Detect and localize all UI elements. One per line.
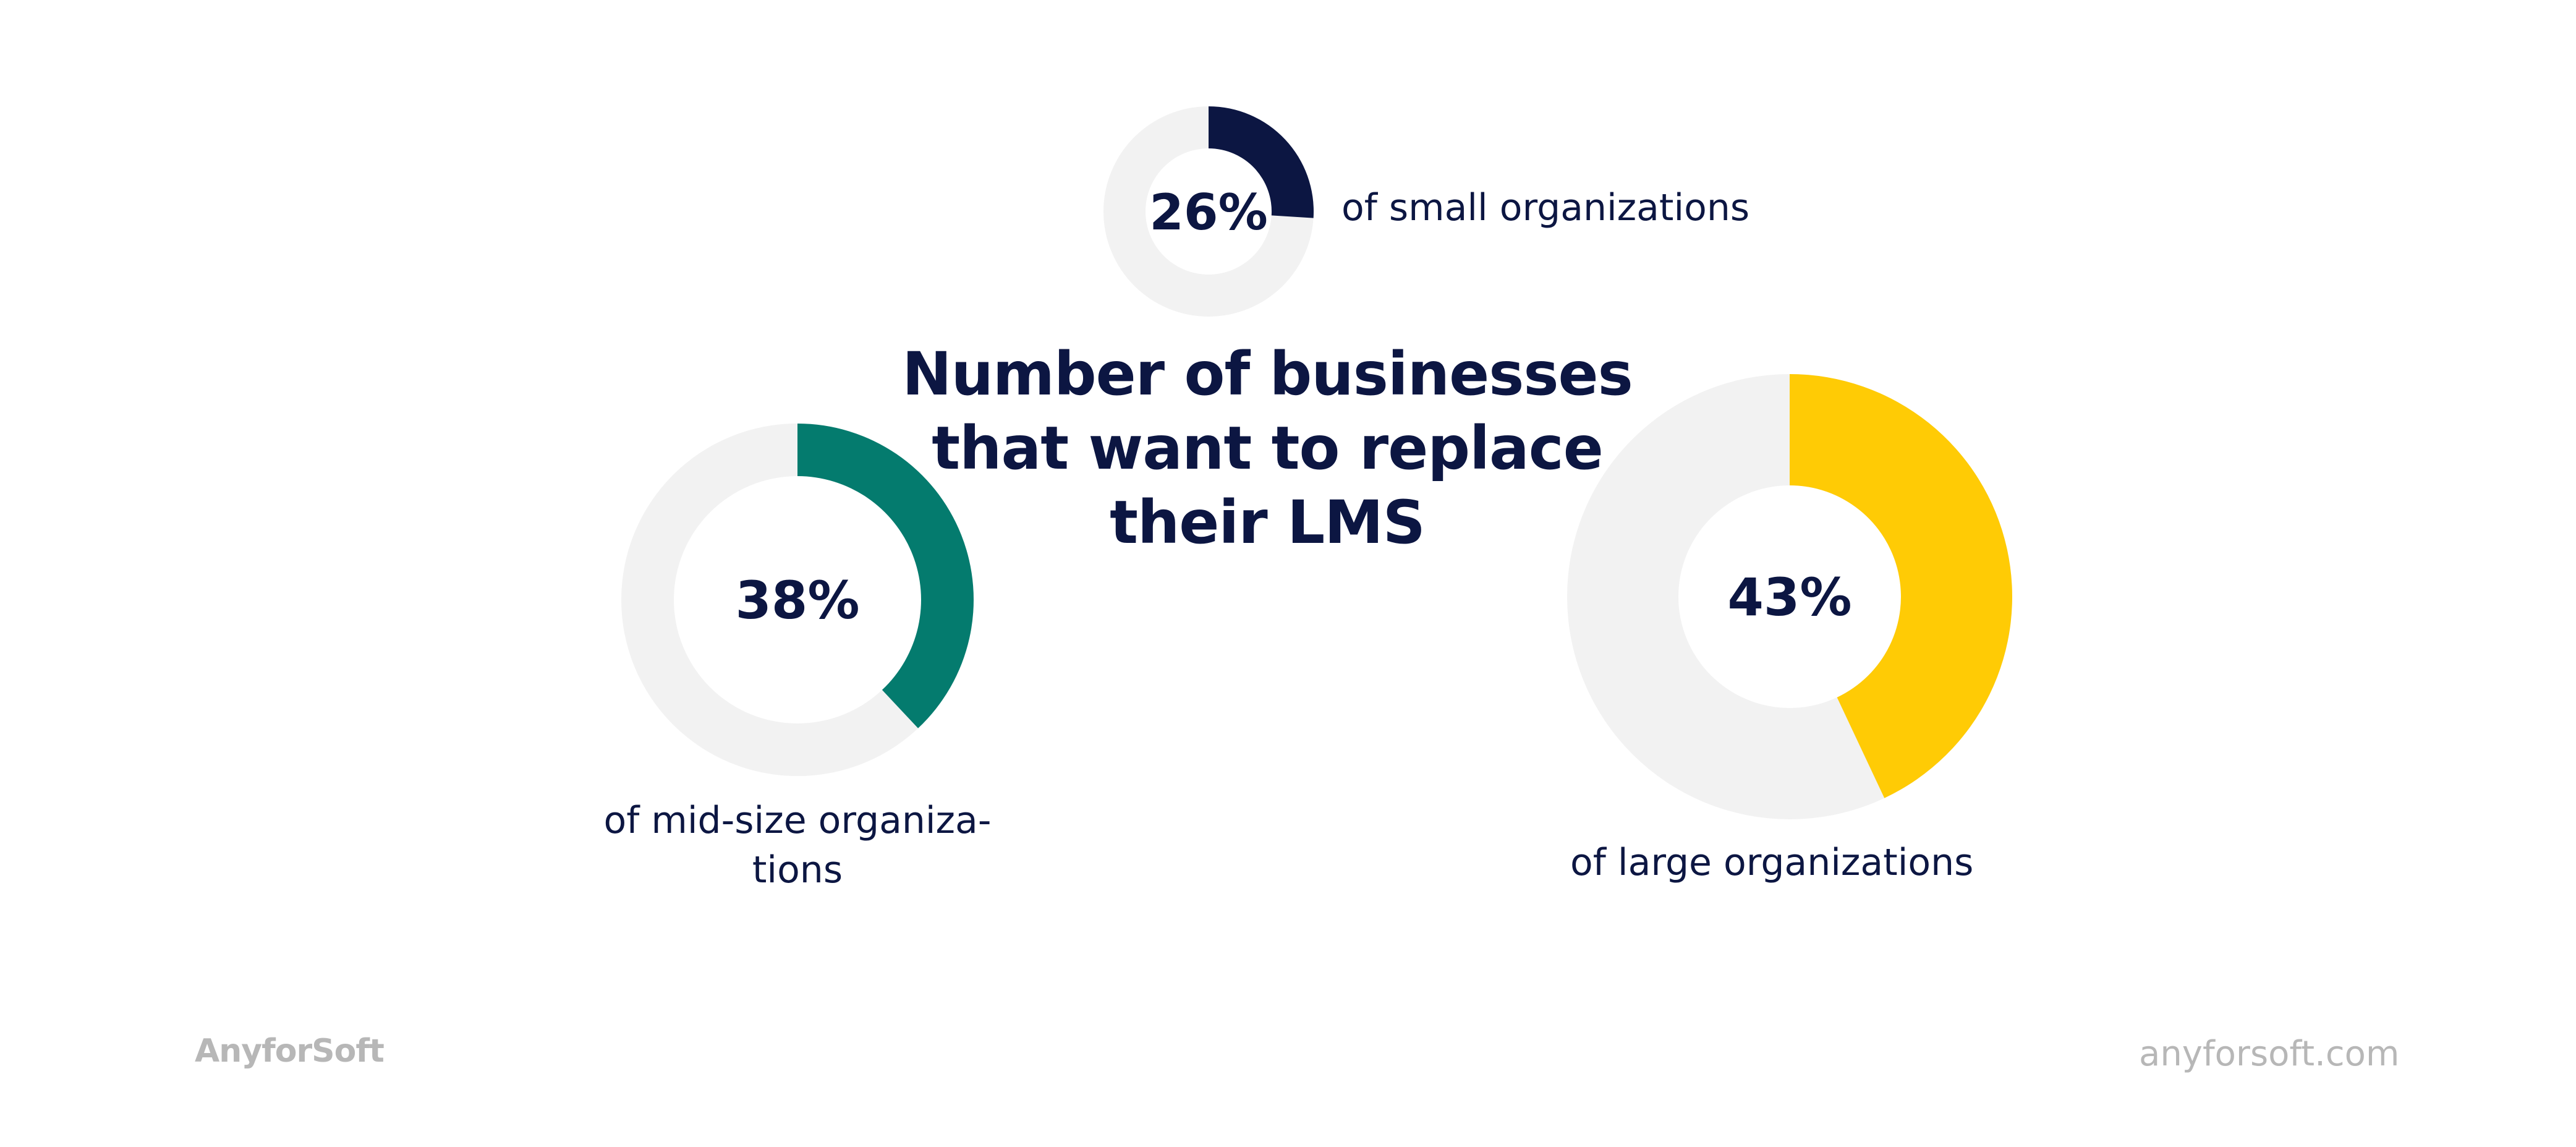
donut-large: 43% (1567, 374, 2013, 819)
donut-slice-small (1209, 106, 1314, 218)
chart-title: Number of businesses that want to replac… (853, 337, 1681, 560)
label-mid-line-1: of mid-size organiza- (603, 799, 992, 842)
label-small-organizations: of small organizations (1341, 183, 1749, 232)
chart-title-line-1: Number of businesses (902, 339, 1633, 409)
label-mid-size-organizations: of mid-size organiza- tions (556, 796, 1039, 895)
donut-value-mid-size: 38% (735, 570, 859, 631)
donut-value-large: 43% (1727, 567, 1851, 628)
chart-title-line-2: that want to replace (932, 414, 1604, 483)
donut-small: 26% (1103, 106, 1314, 317)
donut-mid-size: 38% (621, 423, 974, 777)
label-small-line-1: of small organizations (1341, 186, 1750, 229)
chart-title-line-3: their LMS (1110, 488, 1426, 557)
label-large-organizations: of large organizations (1570, 838, 1973, 887)
label-large-line-1: of large organizations (1570, 841, 1974, 884)
label-mid-line-2: tions (752, 848, 843, 892)
donut-slice-mid-size (797, 424, 974, 728)
donut-value-small: 26% (1149, 184, 1267, 241)
donut-slice-large (1790, 374, 2013, 798)
brand-logo: AnyforSoft (195, 1033, 385, 1070)
brand-url: anyforsoft.com (2139, 1034, 2400, 1074)
